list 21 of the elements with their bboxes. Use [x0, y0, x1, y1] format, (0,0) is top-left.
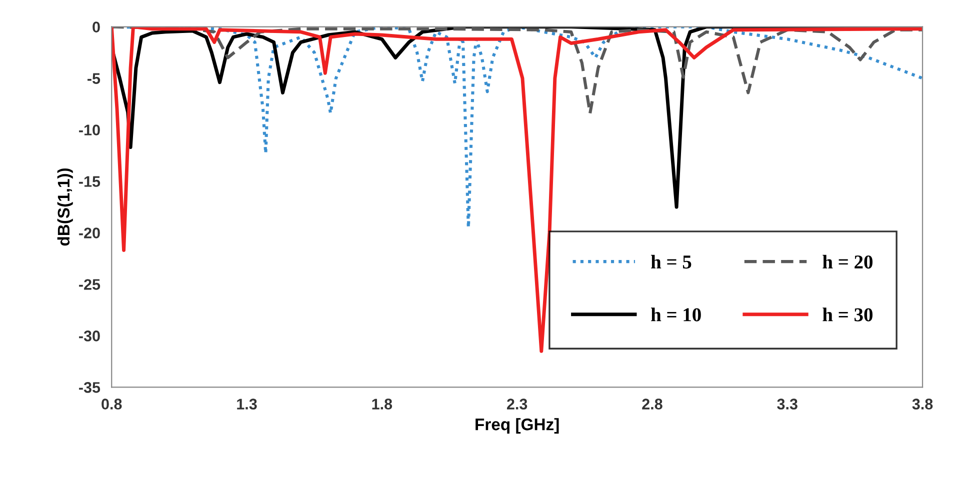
legend-label: h = 20: [822, 254, 873, 269]
y-tick-label: -20: [79, 228, 100, 238]
y-tick-label: -25: [79, 279, 100, 290]
x-tick-label: 3.3: [777, 398, 798, 410]
y-tick-label: 0: [92, 22, 100, 32]
x-tick-label: 2.3: [506, 398, 528, 410]
y-tick-label: -5: [88, 73, 100, 84]
y-tick-label: -30: [79, 330, 100, 342]
legend-label: h = 30: [822, 308, 873, 322]
x-tick-label: 0.8: [102, 398, 122, 410]
x-tick-label: 2.8: [642, 398, 662, 410]
x-axis-title: Freq [GHz]: [476, 418, 559, 434]
x-tick-label: 1.3: [237, 398, 257, 410]
legend-label: h = 10: [651, 308, 701, 322]
y-tick-label: -15: [79, 176, 100, 187]
x-tick-label: 1.8: [372, 398, 392, 410]
x-tick-label: 3.8: [912, 398, 933, 410]
y-tick-label: -10: [79, 124, 100, 136]
y-tick-label: -35: [79, 382, 100, 393]
legend-label: h = 5: [651, 254, 692, 269]
y-axis-title: dB(S(1,1)): [57, 168, 73, 246]
